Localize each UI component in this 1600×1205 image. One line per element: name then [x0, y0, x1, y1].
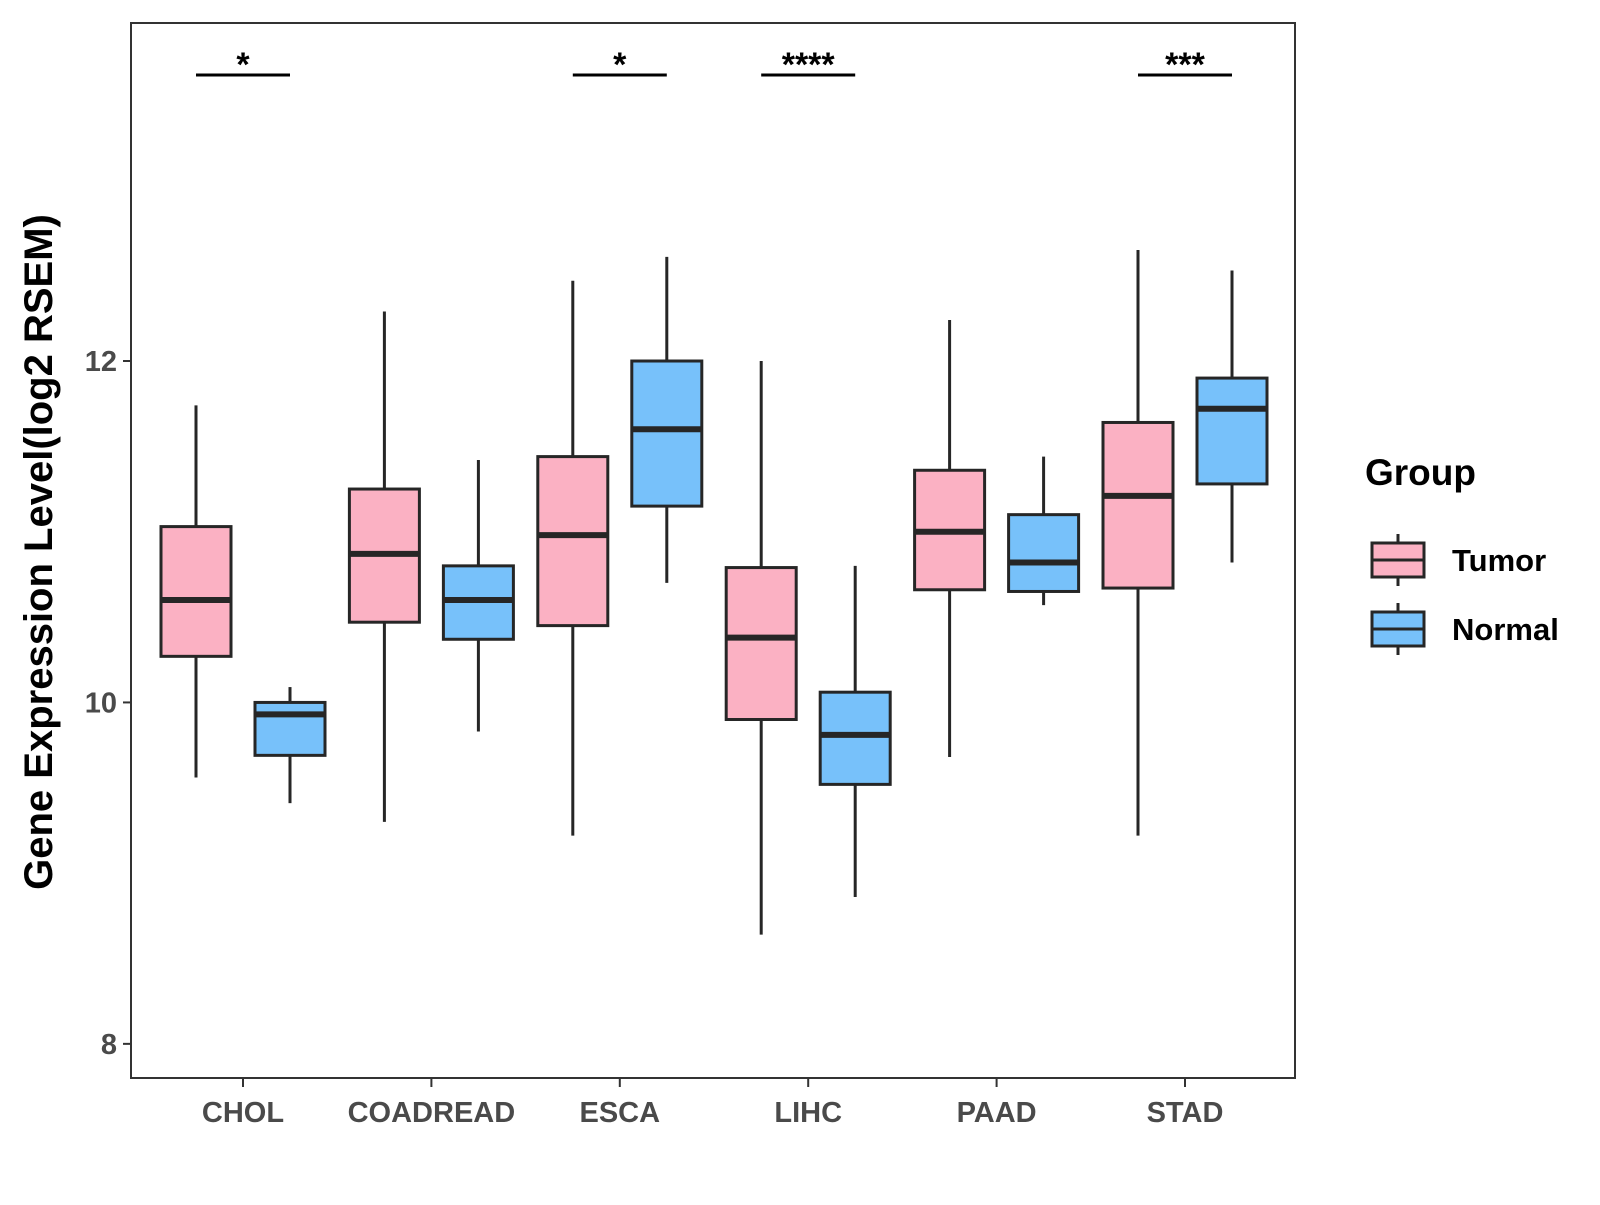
box-iqr	[630, 359, 704, 508]
x-tick-label: CHOL	[202, 1097, 284, 1129]
box-tumor-chol	[159, 405, 233, 778]
box-iqr	[1007, 513, 1081, 593]
significance-esca: *	[572, 46, 667, 84]
box-normal-coadread	[441, 460, 515, 732]
box-iqr	[1101, 420, 1175, 590]
legend-item-tumor: Tumor	[1370, 534, 1546, 586]
y-tick-label: 10	[85, 687, 117, 719]
box-normal-stad	[1195, 270, 1269, 563]
legend-label: Tumor	[1452, 543, 1546, 578]
significance-label: ****	[782, 46, 836, 84]
x-tick-label: COADREAD	[348, 1097, 516, 1129]
box-iqr	[724, 566, 798, 722]
axes-layer: 8 10 12 CHOL COADREAD ESCA LIHC PAAD STAD	[85, 346, 1224, 1129]
box-tumor-coadread	[347, 311, 421, 822]
y-axis-title: Gene Expression Level(log2 RSEM)	[17, 214, 61, 890]
legend: Group Tumor Normal	[1365, 452, 1559, 655]
x-tick-label: LIHC	[774, 1097, 842, 1129]
box-normal-lihc	[818, 565, 892, 898]
box-normal-esca	[630, 256, 704, 583]
x-tick-label: STAD	[1147, 1097, 1224, 1129]
y-tick-label: 8	[101, 1029, 117, 1061]
significance-stad: ***	[1138, 46, 1232, 84]
box-normal-chol	[253, 687, 327, 804]
y-tick-label: 12	[85, 346, 117, 378]
box-iqr	[159, 525, 233, 658]
significance-label: *	[236, 46, 250, 84]
box-normal-paad	[1007, 456, 1081, 606]
box-iqr	[818, 690, 892, 786]
significance-label: ***	[1165, 46, 1205, 84]
significance-layer: * * **** ***	[196, 46, 1232, 84]
box-tumor-paad	[913, 320, 987, 758]
legend-label: Normal	[1452, 612, 1559, 647]
legend-title: Group	[1365, 452, 1476, 493]
significance-chol: *	[196, 46, 290, 84]
plot-panel	[130, 22, 1296, 1079]
boxes-layer	[159, 250, 1269, 935]
x-tick-label: PAAD	[957, 1097, 1037, 1129]
box-tumor-esca	[536, 280, 610, 836]
significance-lihc: ****	[761, 46, 856, 84]
box-iqr	[1195, 376, 1269, 486]
x-tick-label: ESCA	[580, 1097, 661, 1129]
box-iqr	[536, 455, 610, 628]
box-iqr	[253, 700, 327, 757]
significance-label: *	[613, 46, 627, 84]
box-tumor-stad	[1101, 250, 1175, 836]
legend-item-normal: Normal	[1370, 603, 1559, 655]
box-tumor-lihc	[724, 361, 798, 935]
